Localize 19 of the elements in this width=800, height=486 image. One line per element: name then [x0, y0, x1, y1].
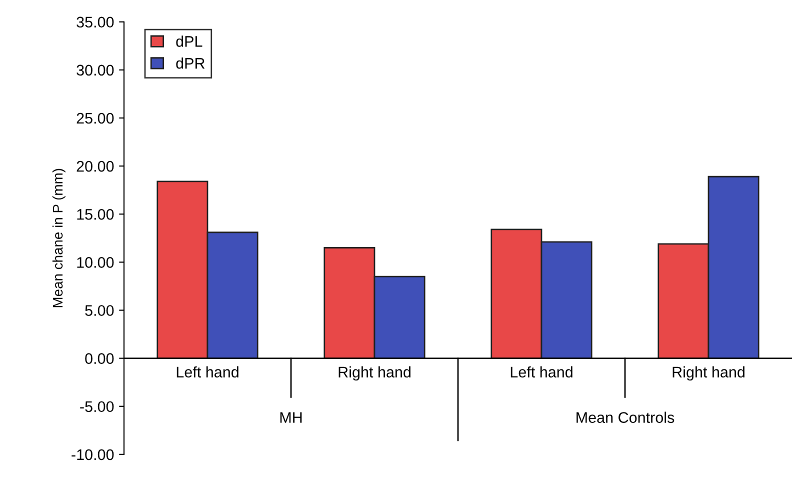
legend-label: dPL [176, 36, 202, 47]
x-tick-label: Right hand [338, 366, 410, 381]
legend-label: dPR [176, 58, 205, 69]
y-tick-label: 25.00 [76, 112, 114, 124]
y-tick-label: 0.00 [85, 353, 114, 364]
annotation: Mean Controls [576, 412, 674, 423]
x-tick-label: Left hand [510, 366, 572, 378]
y-tick-label: -5.00 [80, 401, 114, 412]
y-tick-label: -10.00 [72, 449, 114, 460]
y-axis-title: Mean chane in P (mm) [52, 168, 66, 308]
y-tick-label: 15.00 [77, 208, 114, 220]
y-tick-label: 10.00 [77, 257, 114, 268]
y-tick-label: 30.00 [76, 64, 114, 76]
x-tick-label: Left hand [176, 366, 238, 378]
x-tick-label: Right hand [672, 366, 744, 381]
y-tick-label: 35.00 [76, 16, 114, 28]
annotation: MH [280, 412, 302, 423]
y-tick-label: 20.00 [76, 160, 114, 172]
y-tick-label: 5.00 [85, 305, 114, 316]
